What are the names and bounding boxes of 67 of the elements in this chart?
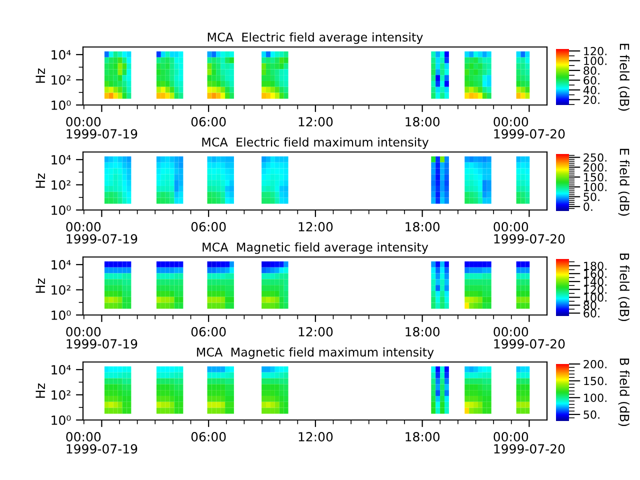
chart-title: MCA Magnetic field average intensity [202, 242, 428, 254]
x-tick-label: 18:00 [406, 432, 440, 442]
x-tick-label: 12:00 [298, 222, 333, 232]
x-tick-label: 06:00 [191, 327, 226, 336]
x-tick-label: 00:00 1999-07-20 [494, 432, 565, 454]
y-axis-title: Hz [36, 278, 45, 293]
color-bar-label: 180. [584, 262, 606, 270]
y-tick-label: 10⁴ [52, 365, 71, 375]
y-axis-title: Hz [36, 174, 45, 188]
y-axis-title: Hz [36, 384, 45, 398]
y-tick-label: 10⁰ [52, 100, 71, 110]
color-bar-label: 50. [584, 410, 600, 419]
color-bar-label: 20. [584, 96, 600, 104]
y-tick-label: 10² [52, 285, 70, 295]
x-tick-label: 00:00 1999-07-20 [494, 222, 565, 244]
color-bar-label: 60. [584, 309, 600, 318]
x-tick-label: 18:00 [406, 117, 440, 126]
x-tick-label: 00:00 1999-07-19 [66, 432, 138, 454]
y-tick-label: 10⁴ [52, 155, 71, 165]
y-tick-label: 10² [52, 75, 70, 85]
color-bar-label: 200. [584, 360, 606, 368]
color-bar-label: 160. [584, 270, 606, 278]
y-tick-label: 10² [52, 390, 70, 400]
color-bar-label: 60. [584, 76, 600, 85]
x-tick-label: 12:00 [298, 327, 333, 336]
color-bar-label: 80. [584, 66, 600, 75]
color-bar-title: E field (dB) [618, 44, 630, 111]
color-bar-label: 120. [584, 285, 606, 294]
color-bar-label: 0. [584, 202, 592, 211]
color-bar-title: B field (dB) [618, 358, 630, 426]
x-tick-label: 00:00 1999-07-20 [494, 327, 565, 349]
color-bar-title: E field (dB) [618, 148, 630, 216]
y-tick-label: 10⁰ [52, 205, 71, 215]
y-tick-label: 10⁰ [52, 415, 71, 425]
x-tick-label: 00:00 1999-07-19 [66, 222, 138, 244]
y-tick-label: 10² [52, 180, 70, 190]
color-bar-label: 100. [584, 56, 606, 66]
chart-title: MCA Electric field maximum intensity [202, 137, 429, 149]
color-bar-title: B field (dB) [618, 254, 630, 322]
x-tick-label: 18:00 [406, 327, 440, 336]
color-bar-label: 200. [584, 163, 606, 172]
color-bar-label: 250. [584, 153, 606, 162]
color-bar-label: 80. [584, 301, 600, 310]
x-tick-label: 06:00 [191, 117, 226, 126]
color-bar-label: 100. [584, 293, 606, 302]
color-bar-label: 140. [584, 277, 606, 286]
color-bar-label: 100. [584, 182, 606, 192]
chart-title: MCA Electric field average intensity [208, 32, 423, 44]
x-tick-label: 12:00 [298, 432, 333, 442]
x-tick-label: 12:00 [298, 117, 333, 126]
color-bar-label: 150. [584, 173, 606, 182]
y-axis-title: Hz [36, 68, 45, 83]
y-tick-label: 10⁴ [52, 260, 71, 270]
color-bar-label: 100. [584, 394, 606, 402]
color-bar-label: 50. [584, 192, 600, 202]
x-tick-label: 06:00 [191, 222, 226, 232]
y-tick-label: 10⁰ [52, 310, 71, 320]
color-bar-label: 40. [583, 86, 600, 94]
color-bar-label: 150. [584, 376, 606, 386]
x-tick-label: 00:00 1999-07-20 [494, 117, 565, 139]
y-tick-label: 10⁴ [52, 50, 71, 60]
x-tick-label: 00:00 1999-07-19 [66, 327, 138, 349]
x-tick-label: 06:00 [191, 432, 226, 442]
color-bar-label: 120. [584, 46, 606, 56]
x-tick-label: 18:00 [406, 222, 440, 232]
chart-title: MCA Magnetic field maximum intensity [197, 347, 434, 359]
x-tick-label: 00:00 1999-07-19 [66, 117, 138, 139]
